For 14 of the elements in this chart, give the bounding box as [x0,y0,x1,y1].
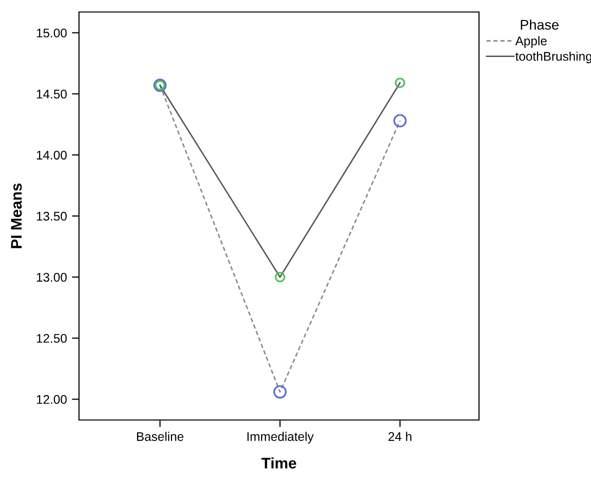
x-axis-title: Time [261,457,296,469]
legend-label: Apple [515,36,547,48]
x-tick-label: 24 h [388,432,412,441]
legend-title: Phase [520,20,559,30]
y-tick-label: 13.50 [36,212,67,221]
y-tick-label: 12.50 [36,334,67,343]
y-tick-label: 14.00 [36,150,67,160]
y-tick-label: 14.50 [36,90,67,98]
x-tick-label: Immediately [247,432,314,444]
x-tick-label: Baseline [137,432,184,441]
y-tick-label: 15.00 [36,28,67,38]
y-tick-label: 13.00 [36,272,67,282]
y-axis-title: PI Means [11,184,22,248]
y-tick-label: 12.00 [36,395,67,404]
